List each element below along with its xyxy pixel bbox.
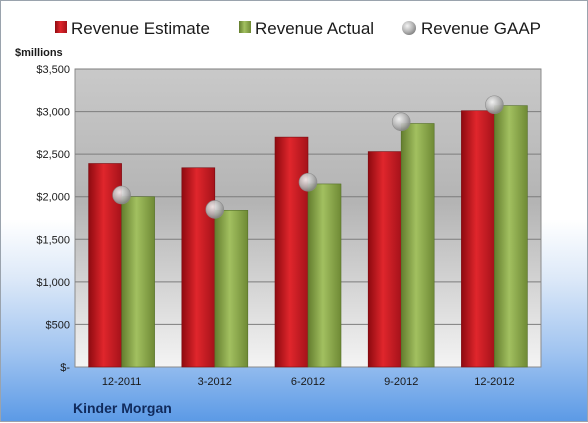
bar-revenue-estimate: [367, 151, 402, 368]
legend-item-revenue-actual: Revenue Actual: [239, 19, 374, 38]
y-tick-label: $1,000: [36, 277, 70, 289]
y-tick-label: $1,500: [36, 234, 70, 246]
bar-revenue-actual: [214, 210, 249, 368]
bar-revenue-actual: [121, 196, 155, 368]
bar-revenue-estimate: [461, 110, 495, 368]
marker-revenue-gaap: [205, 200, 225, 219]
bar-revenue-actual: [400, 123, 435, 368]
x-tick-label: 9-2012: [384, 376, 418, 388]
y-axis-unit-label: $millions: [15, 47, 63, 59]
legend-label-revenue-actual: Revenue Actual: [255, 19, 374, 38]
y-tick-label: $-: [60, 362, 70, 374]
legend-item-revenue-gaap: Revenue GAAP: [402, 19, 541, 38]
marker-revenue-gaap: [391, 112, 411, 132]
legend-swatch-revenue-estimate: [55, 21, 67, 33]
legend-label-revenue-gaap: Revenue GAAP: [421, 19, 541, 38]
legend-label-revenue-estimate: Revenue Estimate: [71, 19, 210, 38]
company-name: Kinder Morgan: [73, 400, 172, 416]
bar-revenue-estimate: [274, 136, 309, 368]
bar-revenue-estimate: [181, 167, 216, 368]
legend-swatch-revenue-actual: [239, 21, 251, 33]
x-tick-label: 6-2012: [291, 376, 325, 388]
marker-revenue-gaap: [298, 172, 318, 192]
bar-revenue-actual: [494, 105, 528, 368]
y-tick-label: $2,500: [36, 149, 70, 161]
bar-revenue-actual: [307, 183, 342, 368]
legend-item-revenue-estimate: Revenue Estimate: [55, 19, 210, 38]
x-tick-label: 12-2011: [102, 376, 142, 388]
x-tick-label: 3-2012: [198, 376, 232, 388]
y-tick-label: $3,500: [36, 64, 70, 76]
x-tick-label: 12-2012: [474, 376, 514, 388]
legend: Revenue Estimate Revenue Actual Revenue …: [55, 19, 541, 38]
x-axis: 12-2011 3-2012 6-2012 9-2012 12-2012: [102, 376, 515, 388]
marker-revenue-gaap: [112, 185, 131, 205]
y-tick-label: $500: [46, 319, 70, 331]
y-axis: $- $500 $1,000 $1,500 $2,000 $2,500 $3,000 $3,5…: [36, 64, 70, 374]
y-tick-label: $2,000: [36, 192, 70, 204]
legend-marker-revenue-gaap: [402, 21, 416, 35]
gaap-markers: [112, 95, 504, 219]
y-tick-label: $3,000: [36, 107, 70, 119]
marker-revenue-gaap: [485, 95, 504, 115]
